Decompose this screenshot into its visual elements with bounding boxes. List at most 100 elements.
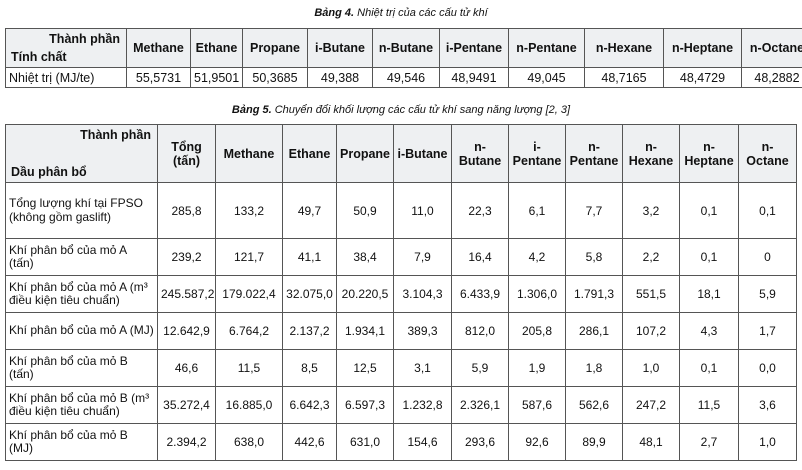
heating-value-table: Thành phần Tính chất Methane Ethane Prop… bbox=[5, 28, 802, 88]
table-cell: 49,7 bbox=[282, 182, 337, 239]
table-cell: 92,6 bbox=[508, 423, 566, 461]
table5-col-header: i- Pentane bbox=[508, 124, 566, 183]
table-cell: 0,1 bbox=[679, 182, 739, 239]
table4-col-header: n-Octane bbox=[741, 28, 802, 68]
table-cell: 245.587,2 bbox=[157, 275, 216, 313]
table-cell: 3,6 bbox=[738, 386, 797, 424]
table4-corner-header: Thành phần Tính chất bbox=[5, 28, 127, 68]
table4-corner-top: Thành phần bbox=[49, 32, 120, 46]
table-cell: 812,0 bbox=[451, 312, 509, 350]
table-row: Khí phân bổ của mỏ B (m³ điều kiện tiêu … bbox=[5, 386, 797, 424]
table-cell: 48,7165 bbox=[584, 67, 664, 88]
table-cell: 46,6 bbox=[157, 349, 216, 387]
table-cell: 0 bbox=[738, 238, 797, 276]
table-cell: 89,9 bbox=[565, 423, 623, 461]
table-cell: 205,8 bbox=[508, 312, 566, 350]
table-cell: 7,7 bbox=[565, 182, 623, 239]
table-cell: 587,6 bbox=[508, 386, 566, 424]
table-cell: 8,5 bbox=[282, 349, 337, 387]
table-cell: 2.137,2 bbox=[282, 312, 337, 350]
table-cell: 1.232,8 bbox=[393, 386, 452, 424]
table5-col-header: Propane bbox=[336, 124, 394, 183]
table-cell: 49,045 bbox=[508, 67, 585, 88]
table-cell: 48,2882 bbox=[741, 67, 802, 88]
row-label: Nhiệt trị (MJ/te) bbox=[5, 67, 127, 88]
table4-caption-number: Bảng 4. bbox=[314, 7, 355, 19]
table-cell: 48,9491 bbox=[439, 67, 509, 88]
table5-col-header: n- Octane bbox=[738, 124, 797, 183]
table5-caption-number: Bảng 5. bbox=[231, 104, 272, 116]
table-cell: 50,9 bbox=[336, 182, 394, 239]
table-cell: 0,1 bbox=[738, 182, 797, 239]
table-cell: 12,5 bbox=[336, 349, 394, 387]
table-cell: 6.597,3 bbox=[336, 386, 394, 424]
table-cell: 41,1 bbox=[282, 238, 337, 276]
table-cell: 4,2 bbox=[508, 238, 566, 276]
table-cell: 638,0 bbox=[215, 423, 283, 461]
table-cell: 6.764,2 bbox=[215, 312, 283, 350]
row-label: Khí phân bổ của mỏ A (MJ) bbox=[5, 312, 158, 350]
table4-col-header: n-Heptane bbox=[663, 28, 742, 68]
table-cell: 293,6 bbox=[451, 423, 509, 461]
table-cell: 22,3 bbox=[451, 182, 509, 239]
row-label: Khí phân bổ của mỏ B (m³ điều kiện tiêu … bbox=[5, 386, 158, 424]
table-cell: 50,3685 bbox=[242, 67, 308, 88]
table-cell: 5,8 bbox=[565, 238, 623, 276]
table5-col-header: Tổng (tấn) bbox=[157, 124, 216, 183]
table4-col-header: Methane bbox=[126, 28, 191, 68]
table-cell: 442,6 bbox=[282, 423, 337, 461]
table-cell: 0,0 bbox=[738, 349, 797, 387]
table-cell: 3.104,3 bbox=[393, 275, 452, 313]
table-row: Khí phân bổ của mỏ A (MJ) 12.642,9 6.764,2… bbox=[5, 312, 797, 350]
table-cell: 11,5 bbox=[679, 386, 739, 424]
table-cell: 20.220,5 bbox=[336, 275, 394, 313]
table-cell: 1,9 bbox=[508, 349, 566, 387]
table-cell: 239,2 bbox=[157, 238, 216, 276]
table4-corner-bottom: Tính chất bbox=[11, 50, 67, 64]
table-cell: 286,1 bbox=[565, 312, 623, 350]
row-label: Khí phân bổ của mỏ B (MJ) bbox=[5, 423, 158, 461]
table-cell: 1.934,1 bbox=[336, 312, 394, 350]
energy-conversion-table: Thành phần Dầu phân bổ Tổng (tấn) Methan… bbox=[5, 124, 797, 461]
table-cell: 551,5 bbox=[622, 275, 680, 313]
table-cell: 5,9 bbox=[451, 349, 509, 387]
table-cell: 12.642,9 bbox=[157, 312, 216, 350]
table-cell: 11,0 bbox=[393, 182, 452, 239]
table-cell: 2,7 bbox=[679, 423, 739, 461]
table-cell: 48,4729 bbox=[663, 67, 742, 88]
table4-col-header: n-Butane bbox=[372, 28, 440, 68]
table-cell: 49,546 bbox=[372, 67, 440, 88]
table-cell: 631,0 bbox=[336, 423, 394, 461]
table4-col-header: Propane bbox=[242, 28, 308, 68]
row-label: Khí phân bổ của mỏ A (m³ điều kiện tiêu … bbox=[5, 275, 158, 313]
row-label: Tổng lượng khí tại FPSO (không gồm gasli… bbox=[5, 182, 158, 239]
table-cell: 5,9 bbox=[738, 275, 797, 313]
table-cell: 7,9 bbox=[393, 238, 452, 276]
table-cell: 16,4 bbox=[451, 238, 509, 276]
table-cell: 562,6 bbox=[565, 386, 623, 424]
table-row: Khí phân bổ của mỏ B (MJ) 2.394,2 638,0 442… bbox=[5, 423, 797, 461]
table-cell: 11,5 bbox=[215, 349, 283, 387]
table5-col-header: i-Butane bbox=[393, 124, 452, 183]
table5-col-header: n- Butane bbox=[451, 124, 509, 183]
table-cell: 18,1 bbox=[679, 275, 739, 313]
table5-col-header: n- Hexane bbox=[622, 124, 680, 183]
table-cell: 1,7 bbox=[738, 312, 797, 350]
table4-col-header: Ethane bbox=[190, 28, 243, 68]
table-cell: 6.642,3 bbox=[282, 386, 337, 424]
table-cell: 133,2 bbox=[215, 182, 283, 239]
table4-col-header: i-Butane bbox=[307, 28, 373, 68]
table-cell: 32.075,0 bbox=[282, 275, 337, 313]
table-cell: 247,2 bbox=[622, 386, 680, 424]
table-row: Khí phân bổ của mỏ A (m³ điều kiện tiêu … bbox=[5, 275, 797, 313]
table5-caption: Bảng 5. Chuyển đổi khối lượng các cấu tử… bbox=[0, 104, 802, 116]
table-cell: 38,4 bbox=[336, 238, 394, 276]
table-cell: 1.791,3 bbox=[565, 275, 623, 313]
table-cell: 3,2 bbox=[622, 182, 680, 239]
table-cell: 4,3 bbox=[679, 312, 739, 350]
row-label: Khí phân bổ của mỏ A (tấn) bbox=[5, 238, 158, 276]
table5-col-header: n- Heptane bbox=[679, 124, 739, 183]
table-cell: 1.306,0 bbox=[508, 275, 566, 313]
table-cell: 16.885,0 bbox=[215, 386, 283, 424]
table-cell: 3,1 bbox=[393, 349, 452, 387]
